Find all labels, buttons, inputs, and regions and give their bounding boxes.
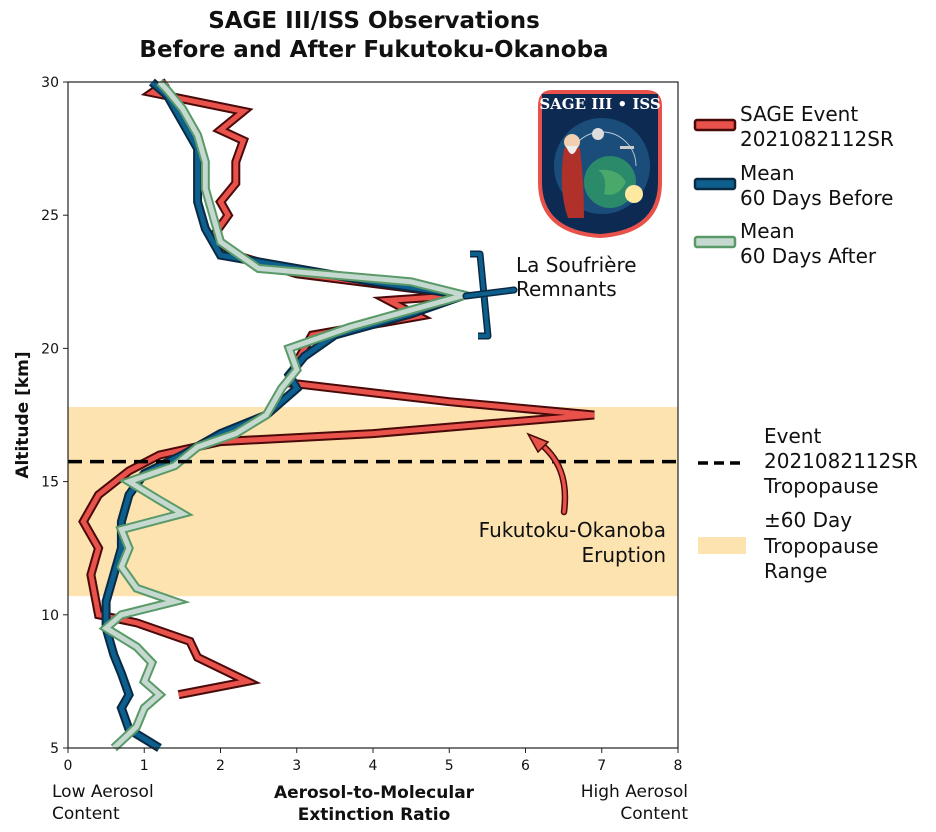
legend-tropopause-line2: 2021082112SR: [764, 449, 918, 473]
legend-item-mean-before: Mean 60 Days Before: [693, 161, 893, 210]
soufriere-label-line2: Remnants: [516, 277, 617, 301]
y-tick-label: 25: [41, 208, 59, 224]
x-axis-ticks: 0 1 2 3 4 5 6 7 8: [64, 748, 683, 774]
soufriere-bracket: [462, 250, 518, 340]
series-mean-after: [98, 78, 483, 752]
y-axis-label: Altitude [km]: [13, 351, 33, 478]
x-axis-label-line2: Extinction Ratio: [298, 805, 451, 825]
chart-title-line2: Before and After Fukutoku-Okanoba: [139, 37, 608, 63]
x-low-label-line2: Content: [52, 804, 120, 824]
legend-tropopause-line1: Event: [764, 424, 821, 448]
legend-sage-event-line1: SAGE Event: [740, 102, 858, 126]
legend-mean-before-line1: Mean: [740, 161, 795, 185]
sage-iii-iss-logo: SAGE III • ISS: [538, 90, 662, 238]
legend-item-tropopause: Event 2021082112SR Tropopause: [698, 424, 918, 498]
x-tick-label: 8: [674, 758, 683, 774]
x-tick-label: 0: [64, 758, 73, 774]
x-axis-label-line1: Aerosol-to-Molecular: [274, 783, 475, 803]
y-tick-label: 15: [41, 475, 59, 491]
legend-mean-after-line2: 60 Days After: [740, 244, 877, 268]
x-high-label-line1: High Aerosol: [581, 782, 688, 802]
legend-range-line2: Tropopause: [763, 534, 879, 558]
y-axis-ticks: 5 10 15 20 25 30: [41, 75, 68, 757]
fukutoku-label-line1: Fukutoku-Okanoba: [479, 518, 666, 542]
soufriere-label-line1: La Soufrière: [516, 253, 637, 277]
x-tick-label: 4: [369, 758, 378, 774]
x-tick-label: 3: [292, 758, 301, 774]
x-tick-label: 6: [521, 758, 530, 774]
y-tick-label: 10: [41, 608, 59, 624]
fukutoku-label-line2: Eruption: [581, 543, 666, 567]
legend-range-line1: ±60 Day: [764, 508, 852, 532]
x-tick-label: 2: [216, 758, 225, 774]
series-layer: [78, 78, 595, 752]
y-tick-label: 20: [41, 341, 59, 357]
x-high-label-line2: Content: [620, 804, 688, 824]
legend-item-mean-after: Mean 60 Days After: [693, 219, 877, 268]
legend-mean-before-line2: 60 Days Before: [740, 186, 893, 210]
legend-range-line3: Range: [764, 559, 827, 583]
x-tick-label: 1: [140, 758, 149, 774]
legend: SAGE Event 2021082112SR Mean 60 Days Bef…: [693, 102, 918, 583]
chart-title-line1: SAGE III/ISS Observations: [208, 8, 540, 34]
legend-mean-after-line1: Mean: [740, 219, 795, 243]
y-tick-label: 30: [41, 75, 59, 91]
x-tick-label: 5: [445, 758, 454, 774]
y-tick-label: 5: [50, 741, 59, 757]
legend-tropopause-line3: Tropopause: [763, 474, 879, 498]
x-tick-label: 7: [597, 758, 606, 774]
logo-text: SAGE III • ISS: [539, 95, 660, 113]
series-mean-after-line: [101, 80, 475, 750]
legend-item-tropopause-range: ±60 Day Tropopause Range: [698, 508, 879, 583]
legend-item-sage-event: SAGE Event 2021082112SR: [693, 102, 894, 151]
legend-sage-event-line2: 2021082112SR: [740, 127, 894, 151]
x-low-label-line1: Low Aerosol: [52, 782, 154, 802]
fukutoku-arrow: [526, 432, 569, 516]
